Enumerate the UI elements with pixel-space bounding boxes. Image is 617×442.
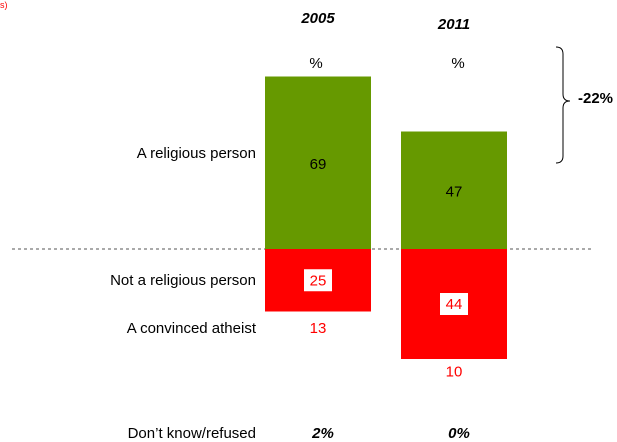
value-atheist-2005: 13 [310, 320, 327, 337]
label-dont-know: Don’t know/refused [127, 425, 256, 442]
corner-text: s) [0, 0, 8, 10]
value-box-not-religious-2011 [440, 293, 468, 315]
bar-religious-2011 [401, 131, 507, 249]
percent-2005: % [309, 55, 323, 72]
value-atheist-2011: 10 [446, 364, 463, 381]
value-religious-2005: 69 [310, 156, 327, 173]
bar-atheist-2005 [265, 311, 371, 344]
dont-know-2011: 0% [448, 425, 470, 442]
year-2011-label: 2011 [437, 16, 471, 33]
percent-2011: % [451, 55, 465, 72]
label-not-religious: Not a religious person [110, 272, 256, 289]
value-box-not-religious-2005 [304, 269, 332, 292]
label-atheist: A convinced atheist [126, 320, 256, 337]
year-2005-label: 2005 [301, 10, 335, 27]
label-religious: A religious person [136, 145, 256, 162]
bar-atheist-2011 [401, 359, 507, 384]
bar-religious-2005 [265, 76, 371, 249]
value-not-religious-2005: 25 [310, 272, 327, 289]
value-not-religious-2011: 44 [446, 296, 463, 313]
dont-know-2005: 2% [312, 425, 334, 442]
value-religious-2011: 47 [446, 183, 463, 200]
difference-bracket [555, 46, 571, 164]
difference-label: -22% [578, 90, 614, 107]
